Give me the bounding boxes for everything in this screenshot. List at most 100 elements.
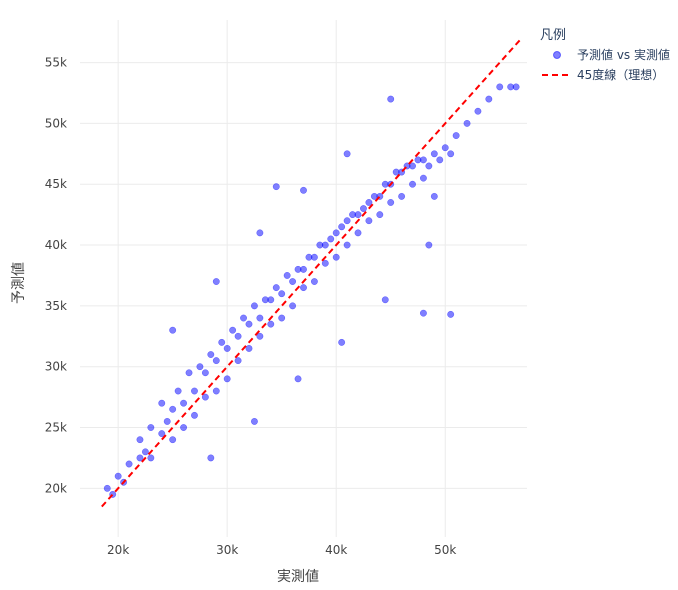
scatter-point[interactable]	[256, 229, 264, 237]
scatter-point[interactable]	[125, 460, 133, 468]
scatter-point[interactable]	[169, 436, 177, 444]
scatter-point[interactable]	[272, 183, 280, 191]
scatter-point[interactable]	[136, 436, 144, 444]
scatter-point[interactable]	[365, 199, 373, 206]
scatter-point[interactable]	[321, 259, 329, 267]
scatter-point[interactable]	[441, 144, 449, 152]
scatter-point[interactable]	[387, 95, 395, 103]
scatter-point[interactable]	[158, 430, 166, 438]
scatter-point[interactable]	[338, 338, 346, 346]
scatter-point[interactable]	[169, 326, 177, 334]
scatter-point[interactable]	[343, 241, 351, 249]
scatter-point[interactable]	[419, 156, 427, 164]
scatter-point[interactable]	[278, 314, 286, 322]
scatter-point[interactable]	[212, 357, 220, 365]
scatter-point[interactable]	[212, 278, 220, 285]
scatter-point[interactable]	[381, 296, 389, 304]
scatter-point[interactable]	[343, 217, 351, 225]
scatter-point[interactable]	[174, 387, 182, 395]
scatter-point[interactable]	[256, 314, 264, 322]
scatter-point[interactable]	[354, 211, 362, 219]
scatter-point[interactable]	[136, 454, 144, 462]
scatter-point[interactable]	[201, 393, 209, 401]
scatter-point[interactable]	[425, 162, 433, 170]
scatter-point[interactable]	[245, 320, 253, 328]
scatter-point[interactable]	[103, 484, 111, 492]
scatter-point[interactable]	[278, 290, 286, 298]
scatter-point[interactable]	[147, 424, 155, 431]
scatter-point[interactable]	[447, 310, 455, 318]
y-axis-title: 予測値	[11, 262, 27, 304]
scatter-point[interactable]	[425, 241, 433, 249]
scatter-point[interactable]	[300, 284, 307, 292]
scatter-point[interactable]	[310, 278, 318, 285]
scatter-point[interactable]	[180, 424, 188, 431]
scatter-point[interactable]	[310, 253, 318, 261]
scatter-point[interactable]	[452, 132, 460, 140]
scatter-point[interactable]	[191, 387, 198, 395]
scatter-point[interactable]	[218, 338, 226, 346]
legend-item-scatter[interactable]: 予測値 vs 実測値	[553, 47, 670, 62]
scatter-point[interactable]	[234, 357, 242, 365]
scatter-point[interactable]	[256, 332, 264, 340]
scatter-point[interactable]	[496, 83, 504, 91]
scatter-point[interactable]	[245, 344, 253, 352]
scatter-point[interactable]	[223, 375, 231, 383]
scatter-point[interactable]	[234, 332, 242, 340]
scatter-point[interactable]	[272, 284, 280, 292]
scatter-point[interactable]	[250, 302, 258, 310]
scatter-point[interactable]	[141, 448, 149, 456]
scatter-point[interactable]	[419, 309, 427, 317]
scatter-point[interactable]	[409, 180, 416, 188]
scatter-point[interactable]	[447, 150, 455, 158]
scatter-point[interactable]	[191, 411, 198, 419]
scatter-point[interactable]	[147, 454, 155, 462]
scatter-point[interactable]	[332, 229, 340, 237]
scatter-point[interactable]	[212, 387, 220, 395]
scatter-point[interactable]	[398, 192, 406, 200]
scatter-point[interactable]	[223, 344, 231, 352]
scatter-point[interactable]	[512, 83, 520, 91]
scatter-point[interactable]	[327, 235, 335, 243]
scatter-point[interactable]	[196, 363, 204, 371]
scatter-point[interactable]	[283, 272, 291, 279]
scatter-point[interactable]	[387, 199, 395, 206]
legend[interactable]: 凡例 予測値 vs 実測値 45度線（理想）	[540, 28, 670, 82]
scatter-point[interactable]	[360, 205, 367, 213]
scatter-point[interactable]	[463, 119, 471, 127]
scatter-point[interactable]	[430, 150, 438, 158]
scatter-point[interactable]	[376, 211, 384, 219]
scatter-point[interactable]	[201, 369, 209, 377]
scatter-point[interactable]	[300, 186, 307, 194]
scatter-point[interactable]	[365, 217, 373, 225]
scatter-point[interactable]	[207, 351, 215, 358]
scatter-point[interactable]	[267, 296, 275, 304]
scatter-point[interactable]	[289, 302, 297, 310]
scatter-point[interactable]	[207, 454, 215, 462]
scatter-point[interactable]	[430, 192, 438, 200]
scatter-point[interactable]	[321, 241, 329, 249]
scatter-point[interactable]	[332, 253, 340, 261]
scatter-point[interactable]	[474, 107, 482, 115]
scatter-point[interactable]	[300, 265, 307, 273]
scatter-point[interactable]	[419, 174, 427, 182]
scatter-point[interactable]	[250, 417, 258, 425]
scatter-point[interactable]	[485, 95, 493, 103]
scatter-point[interactable]	[169, 405, 177, 413]
scatter-point[interactable]	[229, 326, 237, 334]
legend-item-line[interactable]: 45度線（理想）	[542, 67, 664, 82]
scatter-point[interactable]	[294, 375, 302, 383]
scatter-point[interactable]	[436, 156, 444, 164]
scatter-point[interactable]	[289, 278, 297, 285]
scatter-point[interactable]	[338, 223, 346, 231]
scatter-point[interactable]	[240, 314, 247, 322]
scatter-point[interactable]	[354, 229, 362, 237]
scatter-point[interactable]	[114, 472, 122, 480]
scatter-point[interactable]	[180, 399, 188, 407]
scatter-point[interactable]	[267, 320, 275, 328]
scatter-point[interactable]	[185, 369, 193, 377]
scatter-point[interactable]	[163, 417, 171, 425]
scatter-point[interactable]	[343, 150, 351, 158]
scatter-point[interactable]	[409, 162, 416, 170]
scatter-point[interactable]	[158, 399, 166, 407]
